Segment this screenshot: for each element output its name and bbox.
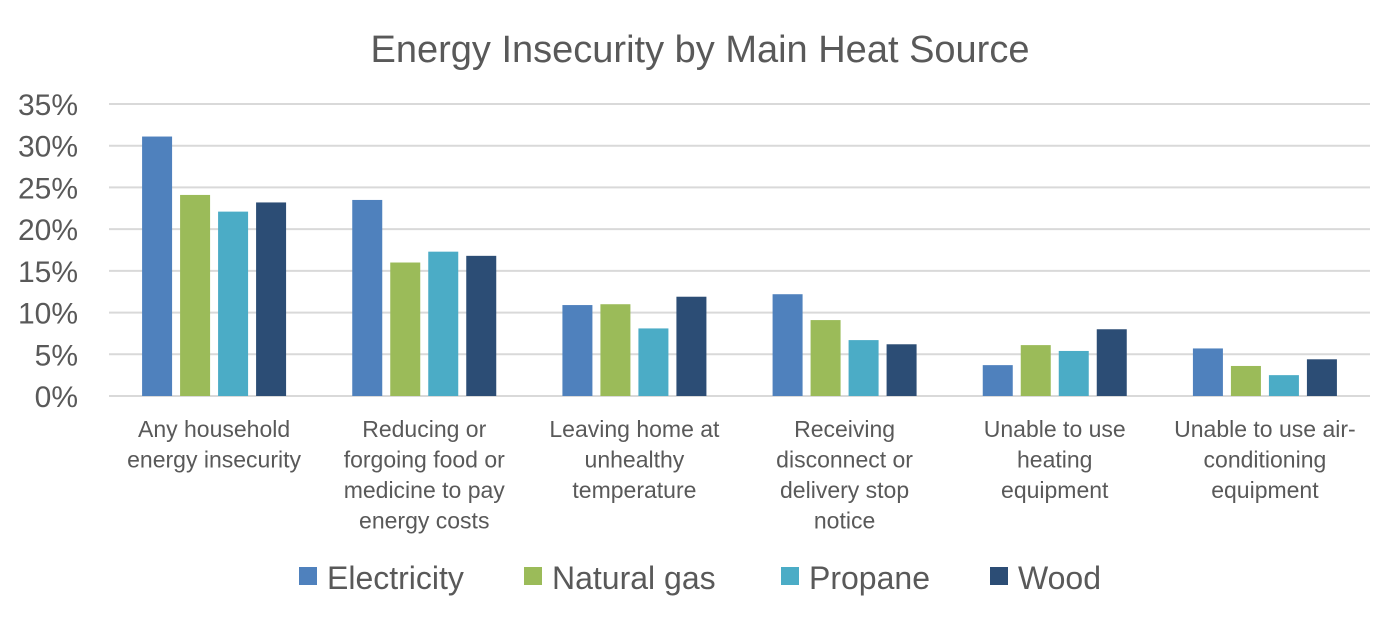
x-tick-label: energy costs [359,508,489,534]
bar-electricity [772,294,803,396]
x-tick-label: Receiving [794,416,895,442]
y-tick-label: 0% [35,381,78,414]
x-tick-label: disconnect or [776,447,913,473]
x-tick-label: temperature [572,477,696,503]
x-tick-label: energy insecurity [127,447,301,473]
bar-electricity [982,365,1013,396]
x-tick-label: forgoing food or [344,447,505,473]
x-tick-label: conditioning [1204,447,1327,473]
x-tick-label: equipment [1001,477,1109,503]
x-tick-label: Reducing or [362,416,486,442]
y-tick-label: 25% [18,172,78,205]
x-tick-label: Leaving home at [549,416,720,442]
y-tick-label: 30% [18,131,78,164]
bar-natural-gas [1230,365,1261,396]
bar-wood [256,202,287,396]
bar-natural-gas [180,194,211,396]
legend-label: Natural gas [552,560,716,596]
x-tick-label: delivery stop [780,477,909,503]
y-tick-label: 15% [18,256,78,289]
legend-label: Electricity [327,560,464,596]
bar-electricity [352,199,383,396]
x-tick-label: equipment [1211,477,1319,503]
bar-propane [638,328,669,396]
bar-electricity [142,136,173,396]
legend-label: Propane [809,560,930,596]
bar-electricity [562,305,593,396]
legend-swatch [781,567,799,585]
x-tick-label: Unable to use [984,416,1126,442]
bar-propane [848,340,879,396]
bar-wood [466,255,497,396]
y-tick-label: 35% [18,89,78,122]
x-tick-label: Any household [138,416,290,442]
bar-propane [428,251,459,396]
y-tick-label: 5% [35,339,78,372]
bar-wood [886,344,917,396]
x-tick-label: notice [814,508,875,534]
x-tick-label: medicine to pay [344,477,506,503]
bar-wood [676,296,707,396]
x-tick-label: Unable to use air- [1174,416,1356,442]
bar-natural-gas [390,262,421,396]
bar-natural-gas [600,304,631,396]
bar-propane [1058,350,1089,396]
legend-label: Wood [1018,560,1101,596]
legend-swatch [299,567,317,585]
y-tick-label: 20% [18,214,78,247]
bar-wood [1096,329,1127,396]
x-tick-label: unhealthy [585,447,685,473]
chart-title: Energy Insecurity by Main Heat Source [371,29,1030,71]
bar-natural-gas [810,320,841,396]
y-tick-label: 10% [18,298,78,331]
legend-swatch [990,567,1008,585]
bar-propane [218,211,249,396]
bar-electricity [1192,348,1223,396]
bar-natural-gas [1020,345,1051,396]
bar-wood [1306,359,1337,396]
bar-propane [1268,375,1299,396]
legend-swatch [524,567,542,585]
x-tick-label: heating [1017,447,1092,473]
